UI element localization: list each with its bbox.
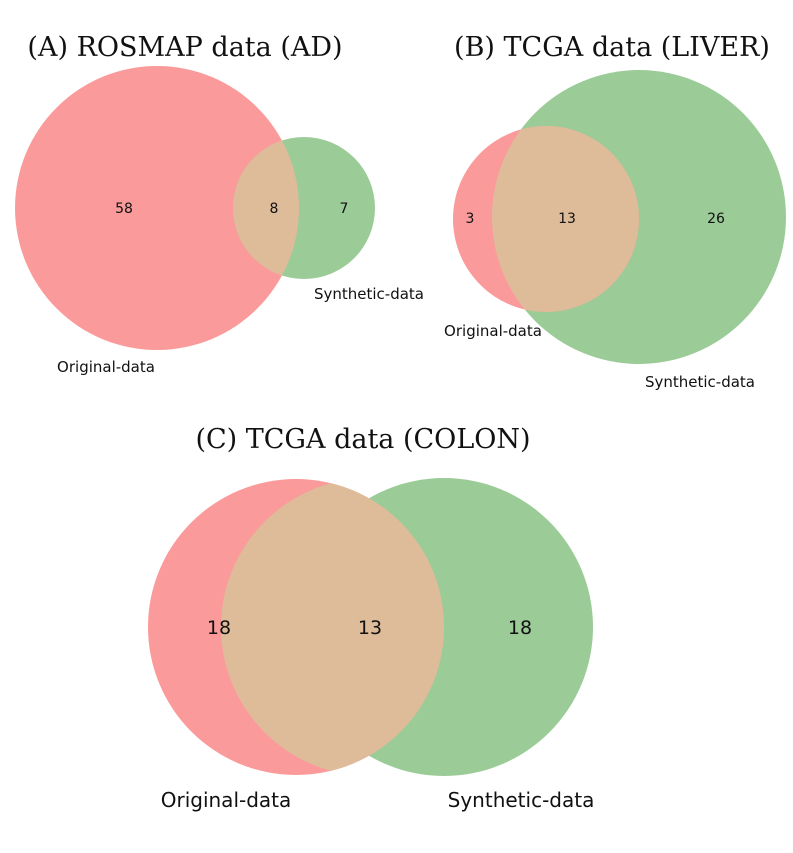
venn-panel-c: (C) TCGA data (COLON) 18 13 18 Original-…	[148, 424, 594, 812]
panel-a-original-circle	[15, 66, 299, 350]
panel-c-overlap-count: 13	[358, 617, 382, 639]
panel-a-original-only-count: 58	[115, 201, 133, 217]
panel-c-synthetic-only-count: 18	[508, 617, 532, 639]
panel-c-title: (C) TCGA data (COLON)	[195, 424, 530, 455]
panel-b-original-label: Original-data	[444, 322, 542, 340]
panel-c-original-only-count: 18	[207, 617, 231, 639]
panel-c-original-label: Original-data	[161, 788, 292, 812]
panel-a-overlap-region	[233, 137, 299, 279]
panel-a-original-label: Original-data	[57, 358, 155, 376]
panel-b-original-only-count: 3	[466, 211, 475, 227]
venn-panel-a: (A) ROSMAP data (AD) 58 8 7 Original-dat…	[15, 32, 424, 376]
venn-panel-b: (B) TCGA data (LIVER) 3 13 26 Original-d…	[444, 32, 786, 391]
panel-a-overlap-count: 8	[270, 201, 279, 217]
panel-c-synthetic-label: Synthetic-data	[448, 788, 595, 812]
panel-b-title: (B) TCGA data (LIVER)	[454, 32, 770, 63]
panel-b-synthetic-only-count: 26	[707, 211, 725, 227]
panel-b-synthetic-label: Synthetic-data	[645, 373, 755, 391]
panel-b-overlap-count: 13	[558, 211, 576, 227]
panel-a-title: (A) ROSMAP data (AD)	[27, 32, 342, 63]
panel-a-synthetic-label: Synthetic-data	[314, 285, 424, 303]
panel-a-synthetic-only-count: 7	[340, 201, 349, 217]
